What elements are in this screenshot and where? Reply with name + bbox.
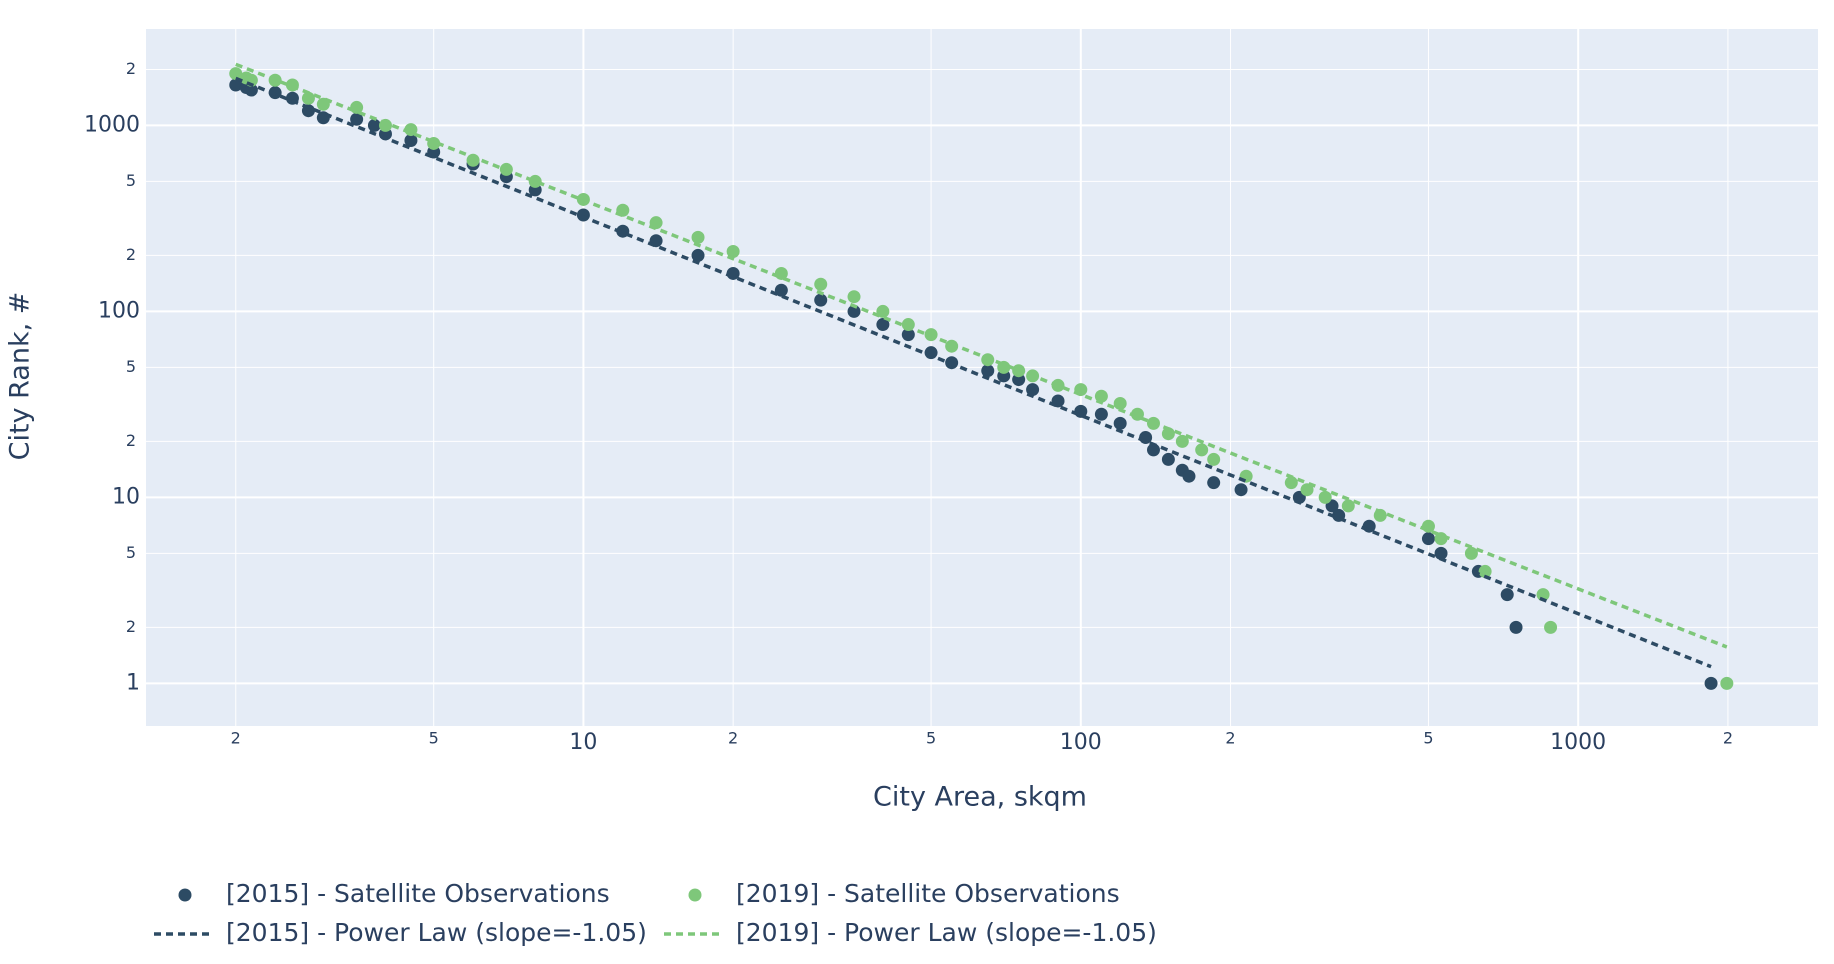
data-point [1175, 434, 1189, 448]
data-point [1421, 532, 1435, 546]
data-point [1434, 546, 1448, 560]
data-point [1509, 620, 1523, 634]
legend-label: [2019] - Satellite Observations [736, 879, 1120, 908]
data-point [367, 118, 381, 132]
data-point [774, 283, 788, 297]
data-point [1318, 490, 1332, 504]
legend-label: [2019] - Power Law (slope=-1.05) [736, 918, 1157, 947]
x-tick-label: 2 [1723, 729, 1733, 748]
x-tick-label: 10 [569, 730, 597, 755]
y-tick-label: 1 [126, 670, 140, 695]
data-point [1012, 373, 1026, 387]
data-point [1704, 676, 1718, 690]
data-point [350, 112, 364, 126]
x-tick-label: 5 [926, 729, 936, 748]
data-point [901, 318, 915, 332]
data-point [1373, 508, 1387, 522]
plot-area [146, 29, 1818, 726]
y-tick-label: 2 [126, 617, 136, 636]
data-point [814, 293, 828, 307]
data-point [1536, 588, 1550, 602]
y-tick-label: 100 [98, 298, 140, 323]
data-point [1094, 407, 1108, 421]
data-point [1207, 452, 1221, 466]
data-point [981, 364, 995, 378]
data-point [876, 318, 890, 332]
y-tick-label: 5 [126, 543, 136, 562]
data-point [1234, 483, 1248, 497]
data-point [945, 339, 959, 353]
x-tick-label: 5 [429, 729, 439, 748]
data-point [1720, 676, 1734, 690]
data-point [1207, 476, 1221, 490]
legend-marker [178, 888, 192, 902]
x-tick-label: 1000 [1550, 730, 1606, 755]
data-point [901, 328, 915, 342]
data-point [691, 230, 705, 244]
y-tick-label: 1000 [84, 112, 140, 137]
data-point [847, 290, 861, 304]
y-tick-label: 2 [126, 431, 136, 450]
x-tick-label: 2 [231, 729, 241, 748]
data-point [847, 304, 861, 318]
x-tick-label: 2 [1225, 729, 1235, 748]
x-tick-label: 2 [728, 729, 738, 748]
trend-line [235, 76, 1712, 669]
data-point [528, 174, 542, 188]
x-tick-label: 100 [1060, 730, 1102, 755]
y-tick-label: 5 [126, 357, 136, 376]
data-point [1130, 407, 1144, 421]
data-point [726, 244, 740, 258]
data-point [1478, 564, 1492, 578]
legend-marker [688, 888, 702, 902]
data-point [1464, 546, 1478, 560]
data-point [1500, 588, 1514, 602]
legend-label: [2015] - Power Law (slope=-1.05) [226, 918, 647, 947]
x-axis-title: City Area, skqm [873, 782, 1087, 813]
x-tick-label: 5 [1423, 729, 1433, 748]
data-point [1182, 469, 1196, 483]
data-point [1026, 383, 1040, 397]
data-point [1146, 443, 1160, 457]
data-point [814, 277, 828, 291]
data-point [1113, 396, 1127, 410]
y-axis-title: City Rank, # [5, 292, 36, 461]
y-tick-label: 2 [126, 59, 136, 78]
data-point [1341, 499, 1355, 513]
legend-label: [2015] - Satellite Observations [226, 879, 610, 908]
data-point [301, 91, 315, 105]
data-point [1161, 452, 1175, 466]
trend-line [235, 62, 1728, 649]
data-point [1544, 620, 1558, 634]
data-point [1300, 483, 1314, 497]
data-point [691, 248, 705, 262]
y-tick-label: 10 [112, 484, 140, 509]
data-point [244, 83, 258, 97]
data-point [1284, 476, 1298, 490]
y-tick-label: 5 [126, 171, 136, 190]
data-point [229, 78, 243, 92]
data-point [1195, 443, 1209, 457]
data-point [404, 133, 418, 147]
data-point [1113, 416, 1127, 430]
data-point [378, 118, 392, 132]
data-point [576, 208, 590, 222]
data-point [229, 67, 243, 81]
data-point [1161, 427, 1175, 441]
y-tick-label: 2 [126, 245, 136, 264]
